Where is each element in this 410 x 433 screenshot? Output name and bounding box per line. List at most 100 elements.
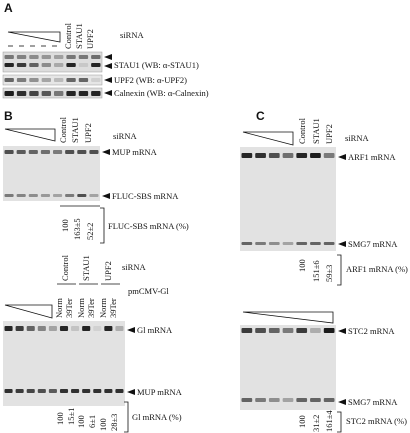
gel-band [255, 398, 266, 402]
band-label: MUP mRNA [112, 147, 158, 157]
band-label: STC2 mRNA [348, 326, 395, 336]
arrow [104, 54, 112, 60]
gel-band [29, 91, 39, 96]
bracket [124, 401, 129, 433]
arrow [102, 193, 110, 199]
gel-band [4, 55, 14, 59]
blot-label: STAU1 (WB: α-STAU1) [114, 60, 199, 70]
blot [2, 74, 103, 86]
quant-value: 100 [76, 415, 86, 428]
lane-label: 39Ter [86, 298, 96, 318]
gel-band [4, 194, 14, 197]
gel-band [4, 150, 14, 154]
lane-label: Control [58, 116, 68, 143]
gel-band [4, 63, 14, 67]
gel-band [54, 55, 64, 59]
lane-label: STAU1 [70, 117, 80, 143]
gel-band [310, 153, 321, 158]
gel-band [71, 389, 80, 393]
blot-label: Calnexin (WB: α-Calnexin) [114, 88, 209, 98]
band-label: SMG7 mRNA [348, 239, 398, 249]
gel-band [77, 150, 87, 154]
gel-band [310, 242, 321, 245]
gel-band [40, 150, 50, 154]
lane-label: 39Ter [64, 298, 74, 318]
gel-band [282, 398, 294, 402]
wedge [7, 31, 61, 43]
blot [2, 51, 103, 73]
gel-band [54, 78, 64, 82]
gel-band [296, 153, 308, 158]
quant-value: 100 [297, 415, 307, 428]
gel-band [65, 194, 75, 197]
wedge [4, 304, 53, 319]
gel-band [71, 326, 80, 331]
gel-band [104, 326, 113, 331]
gel-band [241, 398, 253, 402]
arrow [102, 149, 110, 155]
lane-label: Norm [54, 298, 64, 318]
gel-band [91, 55, 101, 59]
gel-band [89, 194, 99, 197]
band-label: Gl mRNA [137, 325, 173, 335]
gel-band [53, 194, 63, 197]
gel-band [82, 389, 91, 393]
quant-value: 6±1 [87, 415, 97, 428]
gel-band [29, 78, 39, 82]
panel-label: C [256, 109, 265, 123]
gel-band [78, 78, 89, 82]
gel-band [15, 389, 24, 393]
gel-band [4, 91, 14, 96]
gel-band [241, 242, 253, 245]
band-label: ARF1 mRNA [348, 152, 396, 162]
gel-band [91, 78, 101, 82]
quant-label: FLUC-SBS mRNA (%) [108, 221, 189, 231]
quant-value: 28±3 [109, 414, 119, 431]
gel-band [296, 242, 308, 245]
gel [3, 321, 125, 406]
band-label: MUP mRNA [137, 387, 183, 397]
gel [3, 146, 100, 201]
gel-band [48, 389, 57, 393]
gel-band [41, 91, 51, 96]
group-label: STAU1 [81, 255, 91, 281]
gel-band [78, 55, 89, 59]
gel-band [93, 326, 102, 331]
arrow [127, 327, 135, 333]
blot [2, 87, 103, 99]
gel-band [310, 398, 321, 402]
gel-band [78, 63, 89, 67]
gel-band [66, 91, 76, 96]
gel-band [282, 153, 294, 158]
quant-value: 151±6 [311, 260, 321, 282]
bracket [337, 254, 342, 286]
gel-band [268, 328, 280, 333]
lane-label: 39Ter [108, 298, 118, 318]
bracket [337, 411, 342, 433]
quant-value: 161±4 [324, 410, 334, 432]
gel-band [29, 63, 39, 67]
gel-band [66, 78, 76, 82]
blot-label: UPF2 (WB: α-UPF2) [114, 75, 187, 85]
gel-band [37, 389, 46, 393]
gel-band [16, 91, 27, 96]
arrow [127, 389, 135, 395]
gel-band [28, 194, 38, 197]
lane-label: UPF2 [85, 29, 95, 49]
quant-value: 59±3 [324, 265, 334, 282]
arrow [104, 77, 112, 83]
gel-band [54, 63, 64, 67]
gel-band [77, 194, 87, 197]
lane-label: STAU1 [74, 23, 84, 49]
gel-band [268, 398, 280, 402]
gel-band [37, 326, 46, 331]
lane-label: Norm [76, 298, 86, 318]
gel-band [282, 242, 294, 245]
gel-band [53, 150, 63, 154]
gel-band [296, 398, 308, 402]
gel [240, 325, 336, 410]
quant-value: 100 [55, 412, 65, 425]
gel-band [323, 153, 335, 158]
sirna-label: siRNA [122, 262, 146, 272]
